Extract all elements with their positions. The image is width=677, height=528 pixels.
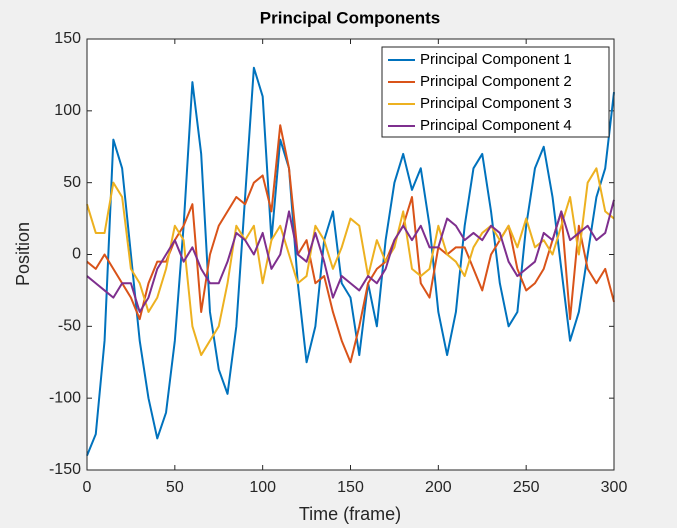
y-tick-label: 50 bbox=[63, 174, 81, 191]
y-axis-label: Position bbox=[13, 222, 33, 286]
y-tick-label: -50 bbox=[58, 318, 81, 335]
x-tick-label: 150 bbox=[337, 479, 364, 496]
chart-title: Principal Components bbox=[260, 8, 440, 27]
x-tick-label: 50 bbox=[166, 479, 184, 496]
line-series bbox=[86, 66, 615, 457]
y-tick-label: -100 bbox=[49, 389, 81, 406]
line-series bbox=[86, 199, 615, 313]
x-tick-label: 250 bbox=[513, 479, 540, 496]
legend-label: Principal Component 4 bbox=[420, 117, 572, 134]
legend-label: Principal Component 3 bbox=[420, 95, 572, 112]
x-tick-label: 0 bbox=[83, 479, 92, 496]
line-series bbox=[86, 167, 615, 357]
x-tick-label: 300 bbox=[601, 479, 628, 496]
legend-label: Principal Component 1 bbox=[420, 51, 572, 68]
y-tick-label: 100 bbox=[54, 102, 81, 119]
x-tick-label: 200 bbox=[425, 479, 452, 496]
x-axis-label: Time (frame) bbox=[299, 504, 401, 524]
x-tick-label: 100 bbox=[249, 479, 276, 496]
axes-box bbox=[86, 38, 615, 471]
y-tick-label: 150 bbox=[54, 30, 81, 47]
legend-box bbox=[381, 46, 610, 138]
y-tick-label: -150 bbox=[49, 461, 81, 478]
legend-label: Principal Component 2 bbox=[420, 73, 572, 90]
y-tick-label: 0 bbox=[72, 246, 81, 263]
